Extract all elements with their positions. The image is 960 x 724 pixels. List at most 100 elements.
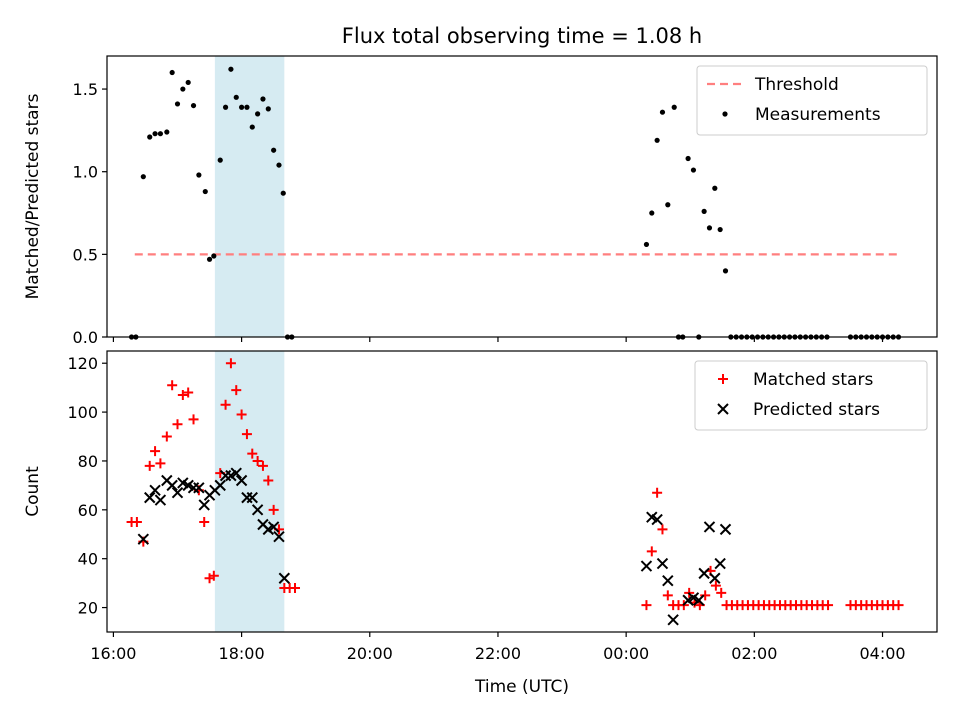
measurement-point	[643, 241, 650, 248]
measurement-point	[211, 253, 217, 259]
matched-star-point	[652, 487, 663, 498]
matched-star-point	[208, 570, 219, 581]
predicted-star-point	[714, 557, 726, 570]
y-tick-label: 1.0	[73, 163, 98, 182]
predicted-star-point	[154, 494, 167, 506]
matched-star-point	[161, 431, 172, 442]
predicted-star-point	[149, 484, 161, 496]
x-tick-label: 02:00	[731, 644, 777, 663]
measurement-point	[228, 66, 234, 72]
measurement-point	[671, 104, 677, 110]
matched-star-point	[716, 587, 727, 598]
y-tick-label: 60	[78, 501, 98, 520]
y-tick-label: 120	[67, 354, 98, 373]
matched-star-point	[641, 600, 652, 611]
predicted-star-point	[273, 530, 285, 543]
y-tick-label: 100	[67, 403, 98, 422]
predicted-star-point	[667, 614, 679, 626]
measurement-point	[222, 104, 229, 110]
bottom-panel: 20 40 60 80 100 120 16:00 18:00 20:00 22:00 00:00 0…	[23, 350, 938, 697]
highlight-span	[214, 351, 285, 632]
predicted-star-point	[198, 499, 210, 511]
matched-star-point	[183, 387, 194, 398]
y-axis-label: Matched/Predicted stars	[23, 93, 43, 299]
legend-measurement-swatch	[722, 111, 728, 117]
matched-star-point	[236, 409, 247, 420]
matched-star-point	[257, 460, 268, 471]
matched-star-point	[188, 414, 199, 425]
predicted-star-point	[137, 533, 150, 545]
measurement-point	[649, 210, 655, 216]
matched-star-point	[220, 399, 231, 410]
measurement-point	[152, 131, 158, 137]
predicted-star-point	[251, 504, 264, 516]
legend-matched-swatch	[718, 374, 728, 384]
predicted-star-point	[144, 491, 156, 504]
matched-star-point	[177, 389, 188, 400]
matched-star-point	[172, 419, 183, 430]
matched-star-point	[252, 455, 263, 466]
predicted-star-point	[193, 482, 205, 494]
matched-star-point	[646, 546, 657, 557]
matched-star-point	[290, 583, 301, 594]
measurement-point	[147, 134, 153, 140]
measurement-point	[169, 69, 175, 76]
legend-box	[694, 360, 928, 431]
measurement-point	[255, 111, 261, 117]
measurement-point	[654, 137, 660, 143]
y-tick-label: 80	[78, 452, 98, 471]
measurement-point	[164, 129, 170, 135]
matched-star-point	[150, 446, 161, 457]
matched-star-point	[657, 524, 668, 535]
x-tick-label: 00:00	[603, 644, 649, 663]
matched-star-point	[263, 475, 274, 486]
x-tick-label: 22:00	[475, 644, 521, 663]
predicted-star-point	[246, 491, 258, 504]
legend-label: Predicted stars	[753, 400, 880, 420]
measurement-point	[244, 104, 250, 110]
legend-label: Measurements	[755, 105, 881, 125]
measurement-point	[265, 106, 271, 112]
measurement-point	[217, 157, 223, 163]
predicted-star-point	[651, 513, 663, 526]
predicted-star-point	[166, 479, 178, 492]
matched-star-point	[199, 517, 210, 528]
matched-star-point	[893, 600, 904, 611]
y-tick-label: 20	[78, 599, 98, 618]
matched-star-point	[700, 590, 711, 601]
measurement-point	[174, 101, 181, 107]
predicted-star-point	[235, 474, 248, 487]
x-tick-label: 04:00	[859, 644, 905, 663]
measurement-point	[701, 208, 707, 214]
y-axis-label: Count	[23, 466, 43, 517]
x-tick-label: 20:00	[347, 644, 393, 663]
predicted-star-point	[662, 574, 674, 587]
predicted-star-point	[709, 572, 721, 584]
predicted-star-point	[171, 487, 184, 499]
measurement-point	[276, 162, 282, 168]
matched-star-point	[247, 448, 258, 459]
measurement-point	[712, 185, 718, 191]
measurement-point	[190, 102, 197, 109]
x-axis-label: Time (UTC)	[474, 677, 569, 697]
measurement-point	[722, 268, 729, 274]
measurement-point	[659, 109, 666, 115]
x-tick-label: 18:00	[219, 644, 265, 663]
matched-star-point	[823, 600, 834, 611]
measurement-point	[206, 256, 213, 262]
matched-star-point	[662, 590, 673, 601]
measurement-point	[706, 225, 713, 231]
predicted-star-point	[267, 521, 280, 533]
measurement-point	[202, 188, 208, 195]
matched-star-point	[167, 380, 178, 391]
measurement-point	[157, 131, 164, 137]
legend-label: Matched stars	[753, 370, 873, 390]
measurement-point	[260, 96, 266, 102]
predicted-star-point	[640, 560, 653, 572]
measurement-point	[140, 174, 146, 180]
x-tick-label: 16:00	[90, 644, 136, 663]
matched-star-point	[231, 385, 242, 396]
matched-star-point	[131, 517, 142, 528]
measurement-point	[180, 86, 186, 92]
